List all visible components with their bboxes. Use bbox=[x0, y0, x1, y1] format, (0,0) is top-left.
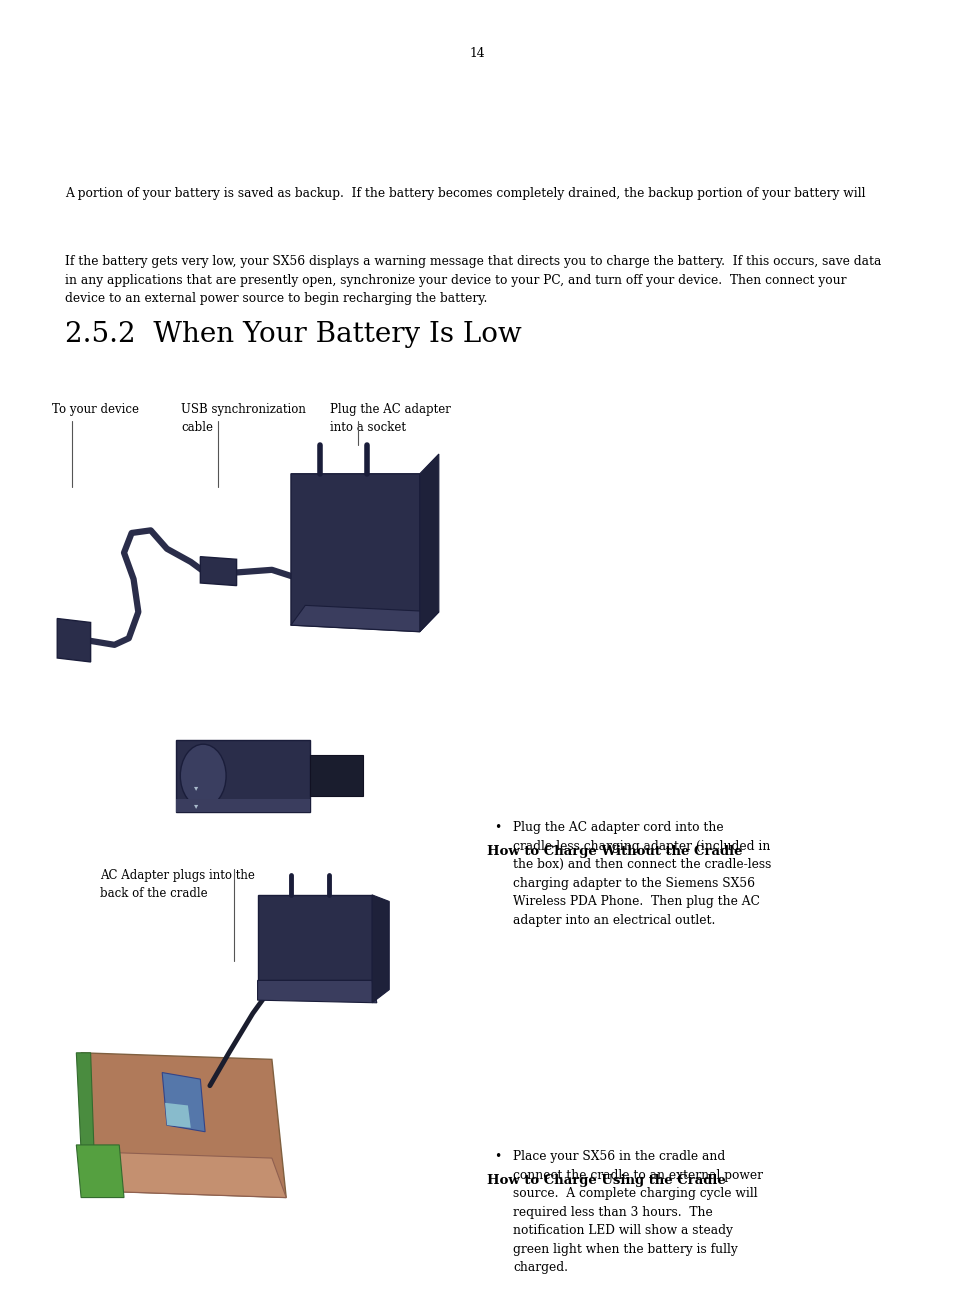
Text: •: • bbox=[494, 1150, 501, 1163]
Polygon shape bbox=[257, 895, 372, 980]
Text: Plug the AC adapter cord into the
cradle-less charging adapter (included in
the : Plug the AC adapter cord into the cradle… bbox=[513, 821, 771, 926]
Polygon shape bbox=[81, 1152, 286, 1198]
Polygon shape bbox=[257, 980, 376, 1003]
Polygon shape bbox=[81, 1053, 286, 1198]
Polygon shape bbox=[310, 755, 362, 796]
Polygon shape bbox=[176, 799, 310, 812]
Polygon shape bbox=[291, 474, 419, 632]
Polygon shape bbox=[372, 895, 389, 1003]
Text: How to Charge Using the Cradle: How to Charge Using the Cradle bbox=[486, 1174, 724, 1187]
Polygon shape bbox=[291, 605, 438, 632]
Text: 2.5.2  When Your Battery Is Low: 2.5.2 When Your Battery Is Low bbox=[65, 321, 521, 349]
Polygon shape bbox=[76, 1145, 124, 1198]
Polygon shape bbox=[419, 454, 438, 632]
Text: 14: 14 bbox=[469, 47, 484, 61]
Text: A portion of your battery is saved as backup.  If the battery becomes completely: A portion of your battery is saved as ba… bbox=[65, 187, 864, 200]
Text: ▾: ▾ bbox=[193, 801, 197, 811]
Text: AC Adapter plugs into the
back of the cradle: AC Adapter plugs into the back of the cr… bbox=[100, 869, 254, 900]
Polygon shape bbox=[176, 740, 310, 812]
Polygon shape bbox=[76, 1053, 95, 1191]
Text: •: • bbox=[494, 821, 501, 834]
Text: If the battery gets very low, your SX56 displays a warning message that directs : If the battery gets very low, your SX56 … bbox=[65, 255, 881, 305]
Polygon shape bbox=[165, 1103, 191, 1128]
Text: How to Charge Without the Cradle: How to Charge Without the Cradle bbox=[486, 845, 741, 858]
Polygon shape bbox=[57, 619, 91, 662]
Polygon shape bbox=[162, 1073, 205, 1132]
Text: USB synchronization
cable: USB synchronization cable bbox=[181, 403, 306, 434]
Text: To your device: To your device bbox=[52, 403, 139, 416]
Circle shape bbox=[180, 744, 226, 807]
Text: Place your SX56 in the cradle and
connect the cradle to an external power
source: Place your SX56 in the cradle and connec… bbox=[513, 1150, 762, 1274]
Polygon shape bbox=[200, 557, 236, 586]
Text: ▾: ▾ bbox=[193, 783, 197, 792]
Text: Plug the AC adapter
into a socket: Plug the AC adapter into a socket bbox=[330, 403, 451, 434]
